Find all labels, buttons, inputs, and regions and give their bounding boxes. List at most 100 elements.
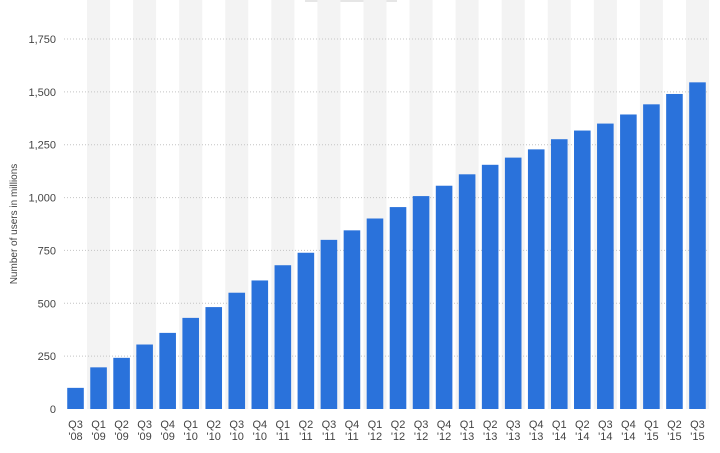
x-tick-year: '09 xyxy=(91,431,105,443)
x-tick-year: '14 xyxy=(552,431,566,443)
x-tick-year: '12 xyxy=(437,431,451,443)
x-tick-year: '13 xyxy=(460,431,474,443)
x-tick-year: '09 xyxy=(160,431,174,443)
bar xyxy=(366,218,384,409)
x-tick-year: '09 xyxy=(137,431,151,443)
y-tick-label: 250 xyxy=(38,351,56,363)
x-tick-label: Q3'13 xyxy=(506,419,521,443)
x-tick-label: Q4'11 xyxy=(345,419,360,443)
bar xyxy=(550,139,568,409)
x-tick-quarter: Q4 xyxy=(621,419,636,431)
bar xyxy=(412,196,430,409)
column-band xyxy=(133,0,157,409)
bar xyxy=(504,157,522,409)
x-tick-year: '13 xyxy=(506,431,520,443)
x-tick-label: Q4'12 xyxy=(437,419,452,443)
bar xyxy=(597,123,614,410)
bars xyxy=(67,82,706,410)
x-tick-year: '11 xyxy=(322,431,336,443)
x-tick-year: '11 xyxy=(299,431,313,443)
x-tick-quarter: Q3 xyxy=(598,419,613,431)
x-tick-quarter: Q3 xyxy=(690,419,705,431)
x-tick-label: Q2'11 xyxy=(299,419,314,443)
x-tick-quarter: Q3 xyxy=(506,419,521,431)
x-tick-label: Q2'14 xyxy=(575,419,590,443)
bar xyxy=(113,357,130,409)
x-tick-label: Q1'09 xyxy=(91,419,106,443)
x-tick-quarter: Q3 xyxy=(414,419,429,431)
x-tick-quarter: Q4 xyxy=(160,419,175,431)
x-tick-label: Q1'10 xyxy=(183,419,198,443)
x-tick-quarter: Q3 xyxy=(229,419,244,431)
x-tick-quarter: Q4 xyxy=(252,419,267,431)
bar xyxy=(320,239,338,409)
x-tick-year: '15 xyxy=(667,431,681,443)
x-tick-quarter: Q3 xyxy=(68,419,83,431)
x-tick-label: Q3'09 xyxy=(137,419,152,443)
x-tick-year: '12 xyxy=(414,431,428,443)
x-tick-year: '15 xyxy=(644,431,658,443)
x-tick-label: Q3'14 xyxy=(598,419,613,443)
x-tick-quarter: Q4 xyxy=(437,419,452,431)
y-tick-label: 0 xyxy=(50,404,56,416)
x-tick-year: '14 xyxy=(598,431,612,443)
top-decoration-line xyxy=(305,0,397,2)
x-tick-label: Q2'12 xyxy=(391,419,406,443)
y-tick-label: 500 xyxy=(38,298,56,310)
y-axis-ticks: 0 250 500 750 1,000 1,250 1,500 1,750 xyxy=(28,34,56,416)
y-tick-label: 1,250 xyxy=(28,140,56,152)
x-tick-label: Q2'15 xyxy=(667,419,682,443)
bar xyxy=(159,332,176,409)
x-tick-year: '15 xyxy=(690,431,704,443)
x-tick-quarter: Q1 xyxy=(91,419,106,431)
column-band xyxy=(87,0,111,409)
bar xyxy=(297,252,315,409)
x-tick-label: Q2'10 xyxy=(206,419,221,443)
x-tick-label: Q1'15 xyxy=(644,419,659,443)
x-tick-label: Q4'10 xyxy=(252,419,267,443)
x-tick-year: '14 xyxy=(621,431,635,443)
x-tick-quarter: Q4 xyxy=(529,419,544,431)
x-tick-year: '10 xyxy=(184,431,198,443)
bar xyxy=(389,207,407,409)
x-tick-quarter: Q2 xyxy=(391,419,406,431)
x-tick-year: '12 xyxy=(391,431,405,443)
bar xyxy=(228,292,246,409)
x-tick-label: Q4'13 xyxy=(529,419,544,443)
bar xyxy=(666,93,683,409)
x-tick-quarter: Q1 xyxy=(368,419,383,431)
bar xyxy=(274,265,292,409)
x-tick-label: Q4'14 xyxy=(621,419,636,443)
x-tick-year: '14 xyxy=(575,431,589,443)
x-tick-year: '13 xyxy=(529,431,543,443)
x-tick-label: Q3'15 xyxy=(690,419,705,443)
bar xyxy=(136,344,153,409)
x-tick-label: Q2'13 xyxy=(483,419,498,443)
y-tick-label: 1,500 xyxy=(28,87,56,99)
x-tick-year: '12 xyxy=(368,431,382,443)
y-axis-label: Number of users in millions xyxy=(9,164,20,285)
y-tick-label: 750 xyxy=(38,245,56,257)
bar xyxy=(689,82,706,409)
x-tick-label: Q3'10 xyxy=(229,419,244,443)
x-tick-year: '11 xyxy=(276,431,290,443)
x-tick-label: Q1'14 xyxy=(552,419,567,443)
x-tick-label: Q3'11 xyxy=(322,419,337,443)
bar xyxy=(435,185,453,409)
column-band xyxy=(179,0,203,409)
bar xyxy=(90,367,107,409)
x-tick-label: Q1'12 xyxy=(368,419,383,443)
x-tick-quarter: Q2 xyxy=(667,419,682,431)
bar xyxy=(574,130,591,409)
bar xyxy=(527,149,545,409)
x-tick-quarter: Q1 xyxy=(460,419,475,431)
bar xyxy=(620,114,637,409)
x-tick-label: Q1'11 xyxy=(275,419,290,443)
x-tick-quarter: Q2 xyxy=(206,419,221,431)
x-tick-year: '11 xyxy=(345,431,359,443)
x-tick-quarter: Q2 xyxy=(114,419,129,431)
x-tick-quarter: Q2 xyxy=(299,419,314,431)
bar xyxy=(67,387,84,409)
x-tick-year: '08 xyxy=(68,431,82,443)
bar xyxy=(481,164,499,409)
